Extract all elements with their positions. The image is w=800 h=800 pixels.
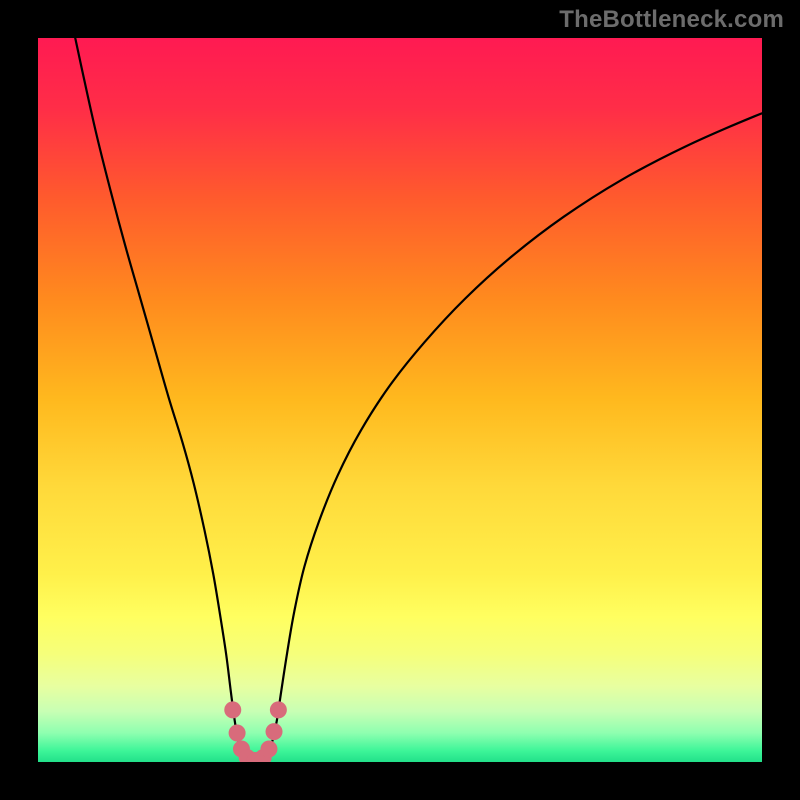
bottleneck-marker bbox=[224, 701, 241, 718]
bottleneck-marker bbox=[266, 723, 283, 740]
chart-background bbox=[38, 38, 762, 762]
plot-area bbox=[38, 38, 762, 762]
bottleneck-chart bbox=[38, 38, 762, 762]
watermark-label: TheBottleneck.com bbox=[559, 6, 784, 34]
bottleneck-marker bbox=[270, 701, 287, 718]
bottleneck-marker bbox=[229, 725, 246, 742]
bottleneck-marker bbox=[260, 740, 277, 757]
